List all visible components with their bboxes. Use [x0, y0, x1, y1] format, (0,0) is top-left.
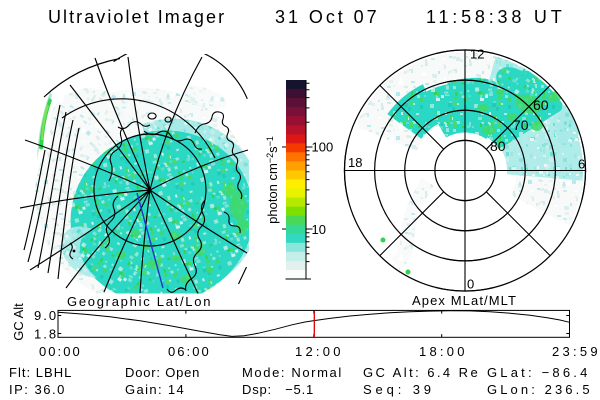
svg-text:GLat: −86.4: GLat: −86.4	[487, 365, 591, 380]
svg-text:GC Alt: 6.4 Re: GC Alt: 6.4 Re	[363, 365, 480, 380]
svg-text:Ultraviolet Imager: Ultraviolet Imager	[48, 7, 226, 27]
svg-text:06:00: 06:00	[168, 344, 211, 359]
svg-text:80: 80	[490, 138, 506, 154]
svg-text:00:00: 00:00	[39, 344, 82, 359]
svg-text:18: 18	[348, 155, 362, 170]
svg-text:Flt: LBHL: Flt: LBHL	[9, 365, 72, 380]
svg-text:Seq: 39: Seq: 39	[363, 382, 435, 397]
svg-text:Door: Open: Door: Open	[125, 365, 200, 380]
svg-text:Gain: 14: Gain: 14	[125, 382, 185, 397]
svg-text:1.8: 1.8	[34, 326, 58, 341]
svg-text:23:59: 23:59	[552, 344, 600, 359]
svg-text:12: 12	[470, 47, 484, 62]
svg-text:10: 10	[312, 222, 326, 237]
svg-text:GLon: 236.5: GLon: 236.5	[487, 382, 593, 397]
svg-text:Mode: Normal: Mode: Normal	[242, 365, 343, 380]
svg-text:18:00: 18:00	[419, 344, 468, 359]
svg-text:70: 70	[513, 117, 529, 133]
svg-text:12:00: 12:00	[295, 344, 344, 359]
svg-text:9.0: 9.0	[34, 308, 58, 323]
svg-text:Apex MLat/MLT: Apex MLat/MLT	[412, 293, 517, 308]
svg-text:100: 100	[312, 140, 334, 155]
svg-text:Geographic Lat/Lon: Geographic Lat/Lon	[67, 294, 212, 309]
svg-text:IP: 36.0: IP: 36.0	[9, 382, 66, 397]
svg-text:31 Oct 07: 31 Oct 07	[275, 7, 380, 27]
svg-text:6: 6	[578, 157, 585, 172]
svg-text:photon cm−2s−1: photon cm−2s−1	[265, 136, 280, 224]
svg-text:Dsp: −5.1: Dsp: −5.1	[242, 382, 314, 397]
svg-text:60: 60	[533, 97, 549, 113]
svg-text:11:58:38 UT: 11:58:38 UT	[426, 7, 566, 27]
svg-text:GC Alt: GC Alt	[11, 303, 26, 341]
svg-text:0: 0	[467, 277, 474, 292]
